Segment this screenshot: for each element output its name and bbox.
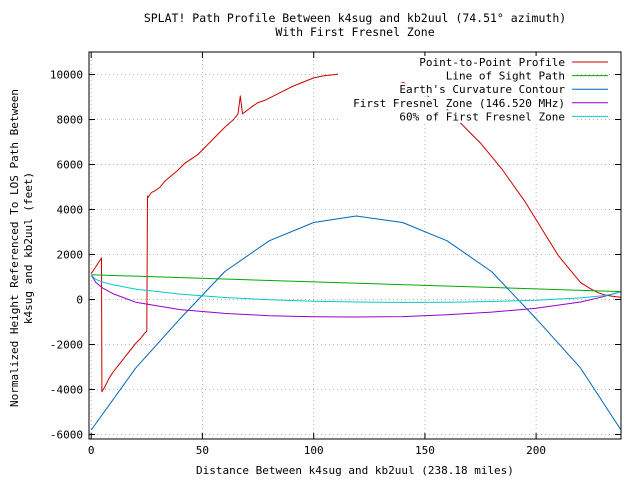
plot-frame	[88, 51, 622, 440]
x-tick-label: 200	[526, 444, 546, 457]
legend-text-background	[338, 56, 574, 69]
y-axis-label-line2: k4sug and kb2uul (feet)	[22, 172, 35, 324]
x-tick-label: 0	[88, 444, 95, 457]
series-lines	[90, 70, 622, 431]
y-tick-label: 4000	[57, 204, 84, 217]
x-tick-label: 50	[196, 444, 209, 457]
series-line-2	[90, 215, 622, 431]
legend-label: Line of Sight Path	[446, 70, 565, 83]
legend-text-background	[338, 96, 574, 110]
series-line-0	[90, 70, 621, 393]
legend-label: First Fresnel Zone (146.520 MHz)	[353, 97, 565, 110]
y-tick-label: -2000	[50, 339, 83, 352]
series-line-3	[90, 274, 622, 318]
legend-label: Point-to-Point Profile	[419, 56, 565, 69]
y-tick-label: 10000	[50, 69, 83, 82]
legend-label: Earth's Curvature Contour	[399, 83, 565, 96]
chart-subtitle: With First Fresnel Zone	[275, 25, 434, 39]
series-line-1	[91, 274, 622, 293]
chart-title: SPLAT! Path Profile Between k4sug and kb…	[144, 11, 566, 25]
y-tick-label: 0	[76, 294, 83, 307]
x-tick-label: 150	[415, 444, 435, 457]
legend-text-background	[338, 83, 574, 96]
y-tick-label: -4000	[50, 384, 83, 397]
x-axis-label: Distance Between k4sug and kb2uul (238.1…	[196, 464, 514, 477]
y-tick-label: -6000	[50, 429, 83, 442]
x-tick-label: 100	[304, 444, 324, 457]
y-axis-ticks: -6000 -4000 -2000 0 2000 4000 6000 8000 10000	[50, 69, 621, 442]
legend-text-background	[338, 69, 574, 83]
series-line-4	[90, 274, 622, 303]
y-axis-label-line1: Normalized Height Referenced To LOS Path…	[8, 89, 21, 407]
y-tick-label: 2000	[57, 249, 84, 262]
legend-text-background	[338, 110, 574, 123]
y-tick-label: 8000	[57, 114, 84, 127]
legend-label: 60% of First Fresnel Zone	[399, 110, 565, 123]
y-tick-label: 6000	[57, 159, 84, 172]
